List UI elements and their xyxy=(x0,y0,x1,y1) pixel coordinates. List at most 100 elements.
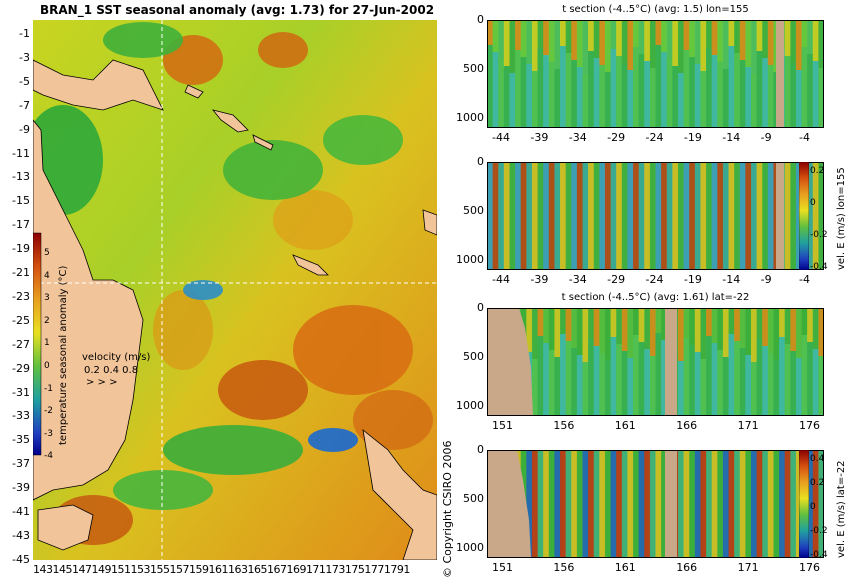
section-stripe-deep xyxy=(706,336,713,416)
lat-label: -5 xyxy=(19,74,30,88)
section-stripe xyxy=(616,308,623,344)
section-stripe xyxy=(795,308,803,358)
lat-label: -13 xyxy=(12,170,30,184)
section-stripe xyxy=(644,450,651,558)
section-stripe-deep xyxy=(717,62,724,128)
lat-label: -45 xyxy=(12,552,30,566)
lat-label: -17 xyxy=(12,218,30,232)
section-stripe-deep xyxy=(582,362,589,416)
panel-x-tick: -4 xyxy=(799,273,810,286)
new-zealand xyxy=(362,429,437,560)
panel-y-tick: 1000 xyxy=(456,541,484,554)
section-border xyxy=(487,450,824,558)
section-stripe-deep xyxy=(818,356,824,416)
section-stripe-deep xyxy=(644,349,651,416)
section-border xyxy=(487,162,824,270)
colorbar-tick: -3 xyxy=(44,428,53,439)
section-stripe xyxy=(728,20,735,46)
section-stripe xyxy=(582,162,589,270)
section-stripe xyxy=(503,162,510,270)
lat-label: -7 xyxy=(19,98,30,112)
section-stripe xyxy=(537,308,544,336)
panel-colorbar-tick: 0.2 xyxy=(810,166,825,176)
section-stripe xyxy=(543,450,550,558)
section-stripe xyxy=(790,450,797,558)
section-land-gap xyxy=(776,20,784,128)
section-stripe xyxy=(531,308,539,359)
lat-label: -35 xyxy=(12,433,30,447)
section-stripe xyxy=(487,162,494,270)
section-stripe xyxy=(627,162,634,270)
section-stripe xyxy=(767,308,774,353)
panel-x-tick: -24 xyxy=(645,273,664,286)
section-stripe xyxy=(779,450,786,558)
panel-x-tick: -14 xyxy=(722,273,741,286)
colorbar-tick: 3 xyxy=(44,293,50,304)
section-stripe xyxy=(750,308,758,362)
panel-y-tick: 500 xyxy=(463,204,484,217)
section-stripe xyxy=(717,20,724,62)
section-stripe xyxy=(565,162,572,270)
section-stripe xyxy=(588,20,595,51)
panel-x-tick: 176 xyxy=(799,561,820,574)
section-stripe xyxy=(807,20,814,54)
section-stripe xyxy=(554,308,561,357)
section-stripe xyxy=(700,450,707,558)
section-stripe xyxy=(610,20,617,49)
section-stripe xyxy=(571,308,578,348)
section-stripe-deep xyxy=(621,351,628,416)
section-stripe-deep xyxy=(722,357,730,416)
panel-y-tick: 0 xyxy=(477,443,484,456)
section-stripe xyxy=(649,20,656,68)
section-stripe-deep xyxy=(812,61,819,128)
section-stripe-deep xyxy=(694,352,701,416)
section-stripe xyxy=(655,162,662,270)
section-stripe xyxy=(700,308,707,359)
panel-x-tick: -29 xyxy=(607,131,626,144)
section-stripe-deep xyxy=(683,50,690,128)
section-stripe xyxy=(812,308,819,349)
section-stripe xyxy=(543,162,550,270)
section-stripe xyxy=(818,308,824,356)
section-stripe xyxy=(790,20,797,63)
section-stripe-deep xyxy=(492,52,499,128)
section-stripe xyxy=(677,20,685,73)
solomon-islands-a xyxy=(211,109,249,133)
section-stripe-deep xyxy=(593,346,600,416)
section-land-gap xyxy=(665,450,677,558)
section-stripe-deep xyxy=(795,358,803,416)
section-stripe xyxy=(773,308,780,360)
section-stripe xyxy=(762,162,769,270)
section-stripe xyxy=(610,162,617,270)
section-stripe xyxy=(638,162,645,270)
section-stripe xyxy=(711,162,718,270)
section-stripe-deep xyxy=(649,356,656,416)
island-a xyxy=(184,84,204,99)
section-stripe-deep xyxy=(515,50,522,128)
section-stripe xyxy=(784,450,791,558)
panel-colorbar-label: vel. E (m/s) lat=-22 xyxy=(836,460,847,558)
section-stripe xyxy=(722,450,730,558)
lat-label: -27 xyxy=(12,337,30,351)
section-stripe-deep xyxy=(683,338,690,416)
lat-label: -21 xyxy=(12,266,30,279)
section-stripe xyxy=(543,20,550,55)
section-stripe xyxy=(745,308,752,355)
section-stripe xyxy=(795,20,803,70)
section-stripe-deep xyxy=(644,61,651,128)
panel-x-tick: -14 xyxy=(722,131,741,144)
section-stripe-deep xyxy=(694,64,701,128)
section-stripe-deep xyxy=(588,339,595,416)
section-stripe xyxy=(807,450,814,558)
section-stripe xyxy=(677,162,685,270)
section-stripe-deep xyxy=(801,47,808,128)
section-stripe xyxy=(745,450,752,558)
section-stripe xyxy=(818,450,824,558)
panel-x-tick: -39 xyxy=(530,131,549,144)
section-stripe xyxy=(734,308,741,341)
solomon-islands-b xyxy=(252,134,274,151)
section-stripe xyxy=(655,308,662,333)
section-stripe xyxy=(616,20,623,56)
section-plot xyxy=(487,308,824,416)
section-stripe-deep xyxy=(818,68,824,128)
